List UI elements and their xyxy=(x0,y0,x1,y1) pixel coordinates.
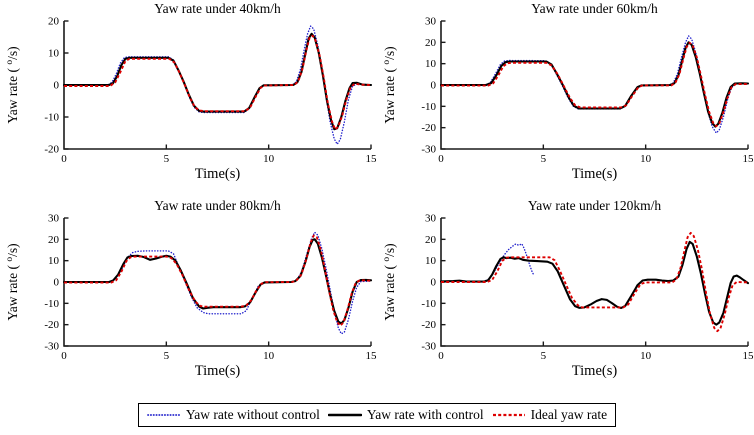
svg-text:20: 20 xyxy=(425,37,437,49)
svg-text:20: 20 xyxy=(48,234,60,246)
x-axis-label: Time(s) xyxy=(195,166,241,182)
series-without-line xyxy=(63,231,372,335)
svg-text:0: 0 xyxy=(438,350,444,362)
legend-line-sample-with-control xyxy=(327,410,362,420)
svg-text:0: 0 xyxy=(61,350,67,362)
legend-item-ideal: Ideal yaw rate xyxy=(492,407,607,423)
svg-text:5: 5 xyxy=(164,350,170,362)
svg-text:10: 10 xyxy=(263,153,275,165)
svg-text:20: 20 xyxy=(425,234,437,246)
legend-label: Ideal yaw rate xyxy=(530,406,608,422)
svg-text:0: 0 xyxy=(431,80,437,92)
svg-text:0: 0 xyxy=(54,80,60,92)
legend-label: Yaw rate without control xyxy=(185,406,320,422)
svg-text:-10: -10 xyxy=(44,112,59,124)
legend-row: Yaw rate without control Yaw rate with c… xyxy=(0,394,754,435)
series-with-line xyxy=(439,240,750,326)
svg-text:-10: -10 xyxy=(421,101,436,113)
chart-title: Yaw rate under 80km/h xyxy=(154,198,281,213)
series-without-line xyxy=(63,25,372,145)
svg-text:0: 0 xyxy=(54,277,60,289)
svg-text:-10: -10 xyxy=(421,298,436,310)
chart-title: Yaw rate under 120km/h xyxy=(528,198,661,213)
svg-text:15: 15 xyxy=(743,153,754,165)
y-axis-label: Yaw rate ( o/s) xyxy=(382,46,397,123)
svg-text:10: 10 xyxy=(263,350,275,362)
chart-svg: Yaw rate under 40km/h -20 -10 0 10 20 0 5 10 15 Ti… xyxy=(5,1,378,182)
svg-text:30: 30 xyxy=(48,213,60,225)
svg-text:10: 10 xyxy=(425,58,437,70)
series-without-line xyxy=(440,243,535,283)
svg-text:30: 30 xyxy=(425,213,437,225)
x-axis-label: Time(s) xyxy=(195,363,241,379)
chart-yaw-rate-40kmh: Yaw rate under 40km/h -20 -10 0 10 20 0 5 10 15 Ti… xyxy=(0,0,377,197)
series-with-line xyxy=(439,41,750,128)
svg-text:20: 20 xyxy=(48,16,60,28)
svg-text:30: 30 xyxy=(425,16,437,28)
svg-text:-20: -20 xyxy=(421,319,436,331)
y-axis-label: Yaw rate ( o/s) xyxy=(382,243,397,320)
chart-title: Yaw rate under 60km/h xyxy=(531,1,658,16)
svg-text:-30: -30 xyxy=(44,341,59,353)
series-ideal-line xyxy=(64,234,372,327)
charts-grid: Yaw rate under 40km/h -20 -10 0 10 20 0 5 10 15 Ti… xyxy=(0,0,754,394)
x-axis-label: Time(s) xyxy=(572,166,618,182)
svg-text:10: 10 xyxy=(425,255,437,267)
svg-text:-20: -20 xyxy=(421,122,436,134)
series-with-line xyxy=(62,238,373,325)
chart-svg: Yaw rate under 80km/h -30 -20 -10 0 10 20 30 0 5 1… xyxy=(5,198,378,379)
svg-text:0: 0 xyxy=(431,277,437,289)
svg-text:10: 10 xyxy=(640,153,652,165)
chart-svg: Yaw rate under 120km/h -30 -20 -10 0 10 20 30 0 5… xyxy=(382,198,754,379)
svg-text:10: 10 xyxy=(48,48,60,60)
y-axis-label: Yaw rate ( o/s) xyxy=(5,243,20,320)
legend-line-sample-without-control xyxy=(147,410,181,420)
series-ideal-line xyxy=(64,34,372,131)
svg-text:5: 5 xyxy=(164,153,170,165)
x-axis-label: Time(s) xyxy=(572,363,618,379)
legend-label: Yaw rate with control xyxy=(366,406,484,422)
chart-yaw-rate-60kmh: Yaw rate under 60km/h -30 -20 -10 0 10 20 30 0 5 1… xyxy=(377,0,754,197)
legend-item-without-control: Yaw rate without control xyxy=(147,407,320,423)
svg-text:-30: -30 xyxy=(421,144,436,156)
chart-title: Yaw rate under 40km/h xyxy=(154,1,281,16)
legend-line-sample-ideal xyxy=(492,410,526,420)
chart-yaw-rate-80kmh: Yaw rate under 80km/h -30 -20 -10 0 10 20 30 0 5 1… xyxy=(0,197,377,394)
svg-text:-10: -10 xyxy=(44,298,59,310)
svg-text:-30: -30 xyxy=(421,341,436,353)
svg-text:5: 5 xyxy=(541,350,547,362)
svg-text:15: 15 xyxy=(366,153,378,165)
series-ideal-line xyxy=(441,41,748,128)
svg-text:0: 0 xyxy=(438,153,444,165)
svg-text:0: 0 xyxy=(61,153,67,165)
legend: Yaw rate without control Yaw rate with c… xyxy=(137,402,617,427)
svg-text:15: 15 xyxy=(366,350,378,362)
svg-text:-20: -20 xyxy=(44,319,59,331)
chart-yaw-rate-120kmh: Yaw rate under 120km/h -30 -20 -10 0 10 20 30 0 5… xyxy=(377,197,754,394)
series-ideal-line xyxy=(441,231,749,333)
chart-svg: Yaw rate under 60km/h -30 -20 -10 0 10 20 30 0 5 1… xyxy=(382,1,754,182)
y-axis-label: Yaw rate ( o/s) xyxy=(5,46,20,123)
svg-text:10: 10 xyxy=(640,350,652,362)
svg-text:15: 15 xyxy=(743,350,754,362)
svg-text:10: 10 xyxy=(48,255,60,267)
svg-text:5: 5 xyxy=(541,153,547,165)
legend-item-with-control: Yaw rate with control xyxy=(327,406,484,423)
svg-text:-20: -20 xyxy=(44,144,59,156)
